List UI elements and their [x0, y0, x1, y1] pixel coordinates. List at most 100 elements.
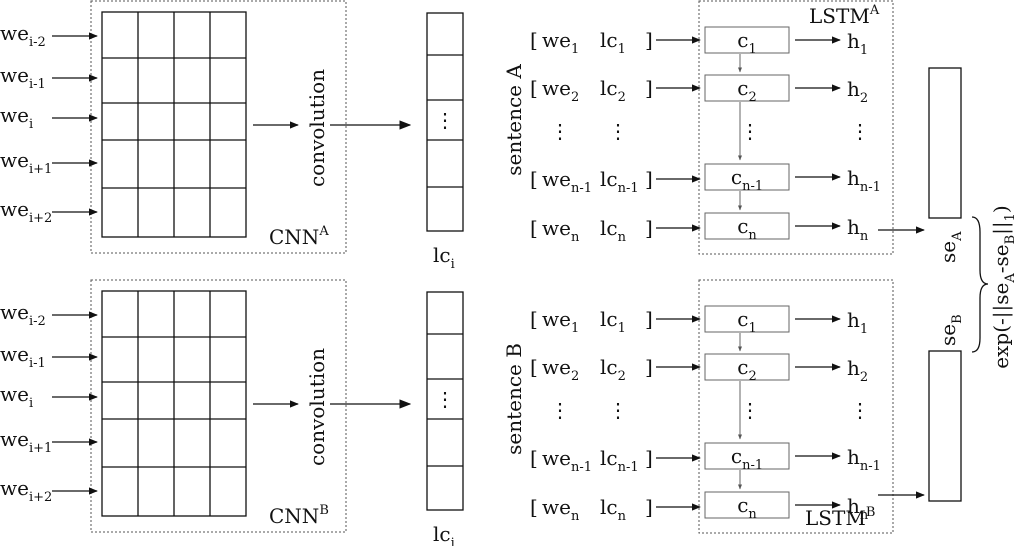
token-embedding-label: we1: [542, 28, 579, 57]
token-embedding-label: wen: [542, 216, 580, 245]
close-bracket: ]: [645, 355, 653, 379]
lstm-cell: [704, 353, 790, 381]
lstm-label: LSTMA: [809, 3, 880, 28]
hidden-state-label: h2: [847, 77, 868, 106]
vertical-ellipsis: ⋮: [740, 119, 760, 143]
token-embedding-label: wen-1: [542, 446, 592, 475]
token-embedding-label: wen: [542, 495, 580, 524]
lstm-cell: [704, 163, 790, 191]
local-context-label: lci: [433, 243, 455, 272]
lstm-cell: [704, 305, 790, 333]
token-context-label: lc1: [600, 28, 626, 57]
sentence-embedding-box: [928, 67, 962, 219]
close-bracket: ]: [645, 446, 653, 470]
cnn-frame: [90, 0, 347, 254]
cell-state-label: cn: [737, 493, 757, 522]
convolution-label: convolution: [305, 69, 329, 187]
close-bracket: ]: [645, 495, 653, 519]
lstm-cell: [704, 74, 790, 102]
feature-vector-box: [426, 291, 464, 511]
token-context-label: lcn: [600, 216, 627, 245]
hidden-state-label: hn-1: [847, 445, 881, 474]
branch-a: wei-2 wei-1 wei wei+1 wei+2 CNNA convolution ⋮ l…: [0, 0, 965, 272]
cnn-label: CNNB: [269, 503, 329, 528]
sentence-embedding-label: seB: [936, 314, 965, 346]
hidden-state-label: h1: [847, 29, 868, 58]
lstm-frame: [698, 279, 894, 534]
cell-state-label: c2: [737, 355, 756, 384]
open-bracket: [: [530, 446, 538, 470]
cnn-frame: [90, 279, 347, 533]
lstm-cell: [704, 26, 790, 54]
word-embedding-label: wei-1: [0, 342, 46, 371]
open-bracket: [: [530, 355, 538, 379]
word-embedding-label: wei+1: [0, 427, 52, 456]
vertical-ellipsis: ⋮: [435, 387, 455, 411]
input-grid: [101, 11, 247, 238]
hidden-state-label: hn-1: [847, 166, 881, 195]
sentence-embedding-label: seA: [936, 231, 965, 263]
sentence-embedding: seA: [878, 67, 965, 263]
word-embedding-label: wei+2: [0, 476, 52, 505]
open-bracket: [: [530, 167, 538, 191]
cnn-block: wei-2 wei-1 wei wei+1 wei+2 CNNA: [0, 0, 347, 254]
curly-brace: [971, 216, 989, 353]
vertical-ellipsis: ⋮: [435, 108, 455, 132]
close-bracket: ]: [645, 76, 653, 100]
similarity-label: exp(-||seA-seB||1): [989, 205, 1014, 368]
feature-vector-box: [426, 12, 464, 232]
vertical-ellipsis: ⋮: [850, 119, 870, 143]
open-bracket: [: [530, 216, 538, 240]
open-bracket: [: [530, 495, 538, 519]
cell-state-label: c2: [737, 76, 756, 105]
word-embedding-label: wei-2: [0, 300, 46, 329]
word-embedding-label: wei-1: [0, 63, 46, 92]
vertical-ellipsis: ⋮: [550, 398, 570, 422]
close-bracket: ]: [645, 216, 653, 240]
open-bracket: [: [530, 307, 538, 331]
vertical-ellipsis: ⋮: [850, 398, 870, 422]
token-context-label: lc1: [600, 307, 626, 336]
cell-state-label: cn-1: [731, 444, 763, 473]
lstm-block: LSTMB[we1 lc1] c1 h1[we2 lc2] c2 h2[wen-1 lcn-1…: [530, 279, 894, 534]
token-embedding-label: wen-1: [542, 167, 592, 196]
close-bracket: ]: [645, 28, 653, 52]
open-bracket: [: [530, 76, 538, 100]
close-bracket: ]: [645, 307, 653, 331]
token-context-label: lc2: [600, 355, 626, 384]
open-bracket: [: [530, 28, 538, 52]
lstm-cell: [704, 212, 790, 240]
word-embedding-label: wei+1: [0, 148, 52, 177]
cell-state-label: c1: [737, 307, 756, 336]
local-context-label: lci: [433, 522, 455, 546]
feature-vector: ⋮ lci: [426, 291, 464, 546]
cell-state-label: cn-1: [731, 165, 763, 194]
sentence-label: sentence B: [502, 343, 526, 455]
lstm-cell: [704, 491, 790, 519]
sentence-label: sentence A: [502, 64, 526, 176]
cell-state-label: cn: [737, 214, 757, 243]
lstm-cell: [704, 442, 790, 470]
cnn-label: CNNA: [269, 224, 329, 249]
similarity-function: exp(-||seA-seB||1): [971, 205, 1014, 369]
lstm-block: LSTMA[we1 lc1] c1 h1[we2 lc2] c2 h2[wen-1 lcn-1…: [530, 0, 894, 255]
hidden-state-label: h1: [847, 308, 868, 337]
cell-state-label: c1: [737, 28, 756, 57]
hidden-state-label: hn: [847, 494, 869, 523]
token-context-label: lc2: [600, 76, 626, 105]
lstm-label: LSTMB: [805, 505, 875, 530]
sentence-embedding: seB: [878, 314, 965, 502]
token-context-label: lcn-1: [600, 446, 639, 475]
vertical-ellipsis: ⋮: [608, 119, 628, 143]
word-embedding-label: wei: [0, 382, 33, 411]
word-embedding-label: wei: [0, 103, 33, 132]
vertical-ellipsis: ⋮: [740, 398, 760, 422]
vertical-ellipsis: ⋮: [608, 398, 628, 422]
word-embedding-label: wei-2: [0, 21, 46, 50]
word-embedding-label: wei+2: [0, 197, 52, 226]
branch-b: wei-2 wei-1 wei wei+1 wei+2 CNNB convolution ⋮ l…: [0, 279, 965, 546]
token-context-label: lcn: [600, 495, 627, 524]
convolution-label: convolution: [305, 348, 329, 466]
token-embedding-label: we1: [542, 307, 579, 336]
